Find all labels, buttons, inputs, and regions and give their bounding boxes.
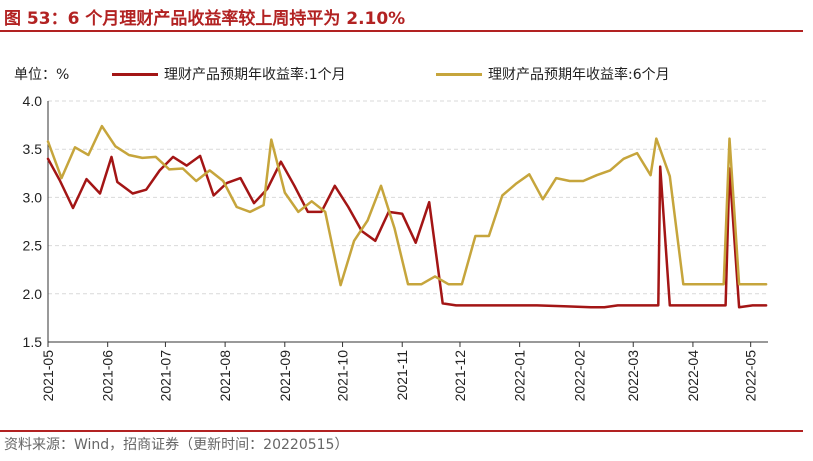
x-tick-label: 2022-01 [512,350,528,402]
y-tick-label: 4.0 [23,93,43,109]
y-tick-label: 3.0 [23,189,43,205]
legend-label-6m: 理财产品预期年收益率:6个月 [488,67,670,83]
y-tick-label: 1.5 [23,334,43,350]
x-tick-label: 2022-04 [685,350,701,402]
x-tick-label: 2021-09 [277,350,293,402]
source-note: 资料来源：Wind，招商证券（更新时间：20220515） [4,437,349,453]
y-tick-label: 3.5 [23,141,43,157]
unit-label: 单位：% [14,67,70,83]
footer-divider [0,430,803,432]
x-tick-label: 2021-11 [394,350,410,401]
x-tick-label: 2022-05 [743,350,759,402]
x-tick-label: 2022-02 [571,350,587,402]
x-tick-label: 2022-03 [625,350,641,402]
x-tick-label: 2021-10 [335,350,351,402]
legend-label-1m: 理财产品预期年收益率:1个月 [164,67,346,83]
legend-swatch-6m [436,72,482,76]
title-divider [0,30,803,32]
x-tick-label: 2021-08 [217,350,233,402]
x-tick-label: 2021-05 [40,350,56,402]
legend-swatch-1m [112,72,158,76]
legend-item-6m: 理财产品预期年收益率:6个月 [436,64,670,84]
x-tick-label: 2021-07 [157,350,173,402]
figure-title: 图 53：6 个月理财产品收益率较上周持平为 2.10% [4,9,406,29]
x-tick-label: 2021-06 [100,350,116,402]
legend-item-1m: 理财产品预期年收益率:1个月 [112,64,346,84]
series-line-6m [46,124,768,287]
y-tick-label: 2.0 [23,286,43,302]
y-tick-label: 2.5 [23,238,43,254]
x-tick-label: 2021-12 [452,350,468,402]
